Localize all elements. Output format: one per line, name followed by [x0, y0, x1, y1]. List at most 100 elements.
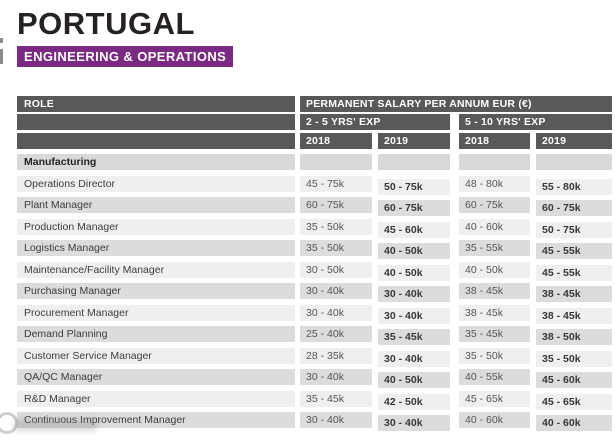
role-cell: Demand Planning — [17, 326, 295, 342]
role-cell: QA/QC Manager — [17, 369, 295, 385]
salary-value-cell: 45 - 65k — [459, 390, 530, 407]
year-header-2019-a: 2019 — [378, 133, 450, 149]
empty-cell — [459, 154, 530, 170]
section-row: Manufacturing — [17, 154, 612, 170]
role-cell: Maintenance/Facility Manager — [17, 261, 295, 278]
watermark-smudge — [14, 419, 98, 431]
salary-value-cell: 30 - 50k — [300, 261, 372, 278]
salary-table: ROLE PERMANENT SALARY PER ANNUM EUR (€) … — [17, 96, 612, 434]
salary-value-cell: 60 - 75k — [536, 200, 612, 216]
role-column-header: ROLE — [17, 96, 295, 112]
table-row: Purchasing Manager 30 - 40k 30 - 40k 38 - 4… — [17, 283, 612, 302]
role-cell: R&D Manager — [17, 390, 295, 407]
salary-column-header: PERMANENT SALARY PER ANNUM EUR (€) — [300, 96, 612, 112]
salary-value-cell: 35 - 50k — [300, 240, 372, 256]
salary-value-cell: 35 - 55k — [459, 240, 530, 256]
table-row: Customer Service Manager 28 - 35k 30 - 40k… — [17, 347, 612, 367]
salary-value-cell: 25 - 40k — [300, 326, 372, 342]
role-cell: Plant Manager — [17, 197, 295, 213]
role-cell: Logistics Manager — [17, 240, 295, 256]
discipline-badge: ENGINEERING & OPERATIONS — [17, 46, 234, 67]
role-cell: Purchasing Manager — [17, 283, 295, 299]
salary-value-cell: 45 - 60k — [378, 221, 450, 238]
salary-value-cell: 40 - 50k — [378, 243, 450, 259]
salary-value-cell: 35 - 45k — [378, 329, 450, 345]
year-header-row: 2018 2019 2018 2019 — [17, 133, 612, 149]
watermark-stamp — [0, 412, 18, 434]
page-title: PORTUGAL — [17, 6, 195, 41]
table-row: Maintenance/Facility Manager 30 - 50k 40 -… — [17, 261, 612, 281]
empty-cell — [536, 154, 612, 170]
salary-value-cell: 35 - 45k — [459, 326, 530, 342]
empty-cell — [378, 154, 450, 170]
salary-value-cell: 45 - 75k — [300, 175, 372, 192]
salary-value-cell: 30 - 40k — [378, 350, 450, 367]
table-row: Production Manager 35 - 50k 45 - 60k 40 - 6… — [17, 218, 612, 238]
table-row: QA/QC Manager 30 - 40k 40 - 50k 40 - 55k 45 … — [17, 369, 612, 388]
salary-value-cell: 38 - 50k — [536, 329, 612, 345]
salary-value-cell: 28 - 35k — [300, 347, 372, 364]
salary-value-cell: 40 - 50k — [459, 261, 530, 278]
salary-value-cell: 48 - 80k — [459, 175, 530, 192]
salary-value-cell: 50 - 75k — [536, 221, 612, 238]
salary-value-cell: 40 - 50k — [378, 264, 450, 281]
empty-cell — [300, 154, 372, 170]
salary-value-cell: 40 - 60k — [459, 218, 530, 235]
table-row: Procurement Manager 30 - 40k 30 - 40k 38 - … — [17, 304, 612, 324]
role-cell: Production Manager — [17, 218, 295, 235]
header-spacer — [17, 133, 295, 149]
experience-header-row: 2 - 5 YRS' EXP 5 - 10 YRS' EXP — [17, 114, 612, 130]
page-edge-artifact — [0, 49, 3, 64]
table-header-row: ROLE PERMANENT SALARY PER ANNUM EUR (€) — [17, 96, 612, 112]
table-row: Demand Planning 25 - 40k 35 - 45k 35 - 45k 3… — [17, 326, 612, 345]
table-row: Continuous Improvement Manager 30 - 40k 30… — [17, 412, 612, 431]
year-header-2019-b: 2019 — [536, 133, 612, 149]
salary-value-cell: 30 - 40k — [300, 412, 372, 428]
table-row: R&D Manager 35 - 45k 42 - 50k 45 - 65k 45 - … — [17, 390, 612, 410]
role-cell: Operations Director — [17, 175, 295, 192]
salary-value-cell: 40 - 50k — [378, 372, 450, 388]
role-cell: Procurement Manager — [17, 304, 295, 321]
salary-value-cell: 40 - 60k — [459, 412, 530, 428]
salary-value-cell: 38 - 45k — [459, 304, 530, 321]
table-row: Operations Director 45 - 75k 50 - 75k 48 - … — [17, 175, 612, 195]
table-row: Logistics Manager 35 - 50k 40 - 50k 35 - 55… — [17, 240, 612, 259]
page-edge-artifact — [0, 38, 3, 43]
salary-value-cell: 42 - 50k — [378, 393, 450, 410]
salary-value-cell: 30 - 40k — [300, 283, 372, 299]
salary-value-cell: 30 - 40k — [378, 415, 450, 431]
role-cell: Customer Service Manager — [17, 347, 295, 364]
salary-value-cell: 50 - 75k — [378, 178, 450, 195]
salary-value-cell: 40 - 60k — [536, 415, 612, 431]
year-header-2018-b: 2018 — [459, 133, 530, 149]
salary-value-cell: 30 - 40k — [300, 304, 372, 321]
table-body: Operations Director 45 - 75k 50 - 75k 48 - … — [17, 175, 612, 431]
salary-value-cell: 38 - 45k — [459, 283, 530, 299]
salary-value-cell: 30 - 40k — [378, 307, 450, 324]
salary-value-cell: 45 - 55k — [536, 264, 612, 281]
salary-value-cell: 30 - 40k — [300, 369, 372, 385]
salary-value-cell: 60 - 75k — [300, 197, 372, 213]
role-cell: Continuous Improvement Manager — [17, 412, 295, 428]
salary-value-cell: 30 - 40k — [378, 286, 450, 302]
salary-value-cell: 60 - 75k — [378, 200, 450, 216]
header-spacer — [17, 114, 295, 130]
salary-value-cell: 38 - 45k — [536, 286, 612, 302]
salary-value-cell: 35 - 50k — [536, 350, 612, 367]
salary-value-cell: 45 - 60k — [536, 372, 612, 388]
section-label: Manufacturing — [17, 154, 295, 170]
salary-value-cell: 55 - 80k — [536, 178, 612, 195]
salary-value-cell: 60 - 75k — [459, 197, 530, 213]
exp-group-1-header: 2 - 5 YRS' EXP — [300, 114, 450, 130]
salary-value-cell: 45 - 55k — [536, 243, 612, 259]
salary-value-cell: 35 - 50k — [459, 347, 530, 364]
salary-value-cell: 35 - 50k — [300, 218, 372, 235]
salary-value-cell: 45 - 65k — [536, 393, 612, 410]
table-row: Plant Manager 60 - 75k 60 - 75k 60 - 75k 60 … — [17, 197, 612, 216]
salary-value-cell: 40 - 55k — [459, 369, 530, 385]
exp-group-2-header: 5 - 10 YRS' EXP — [459, 114, 612, 130]
year-header-2018-a: 2018 — [300, 133, 372, 149]
salary-value-cell: 38 - 45k — [536, 307, 612, 324]
salary-value-cell: 35 - 45k — [300, 390, 372, 407]
